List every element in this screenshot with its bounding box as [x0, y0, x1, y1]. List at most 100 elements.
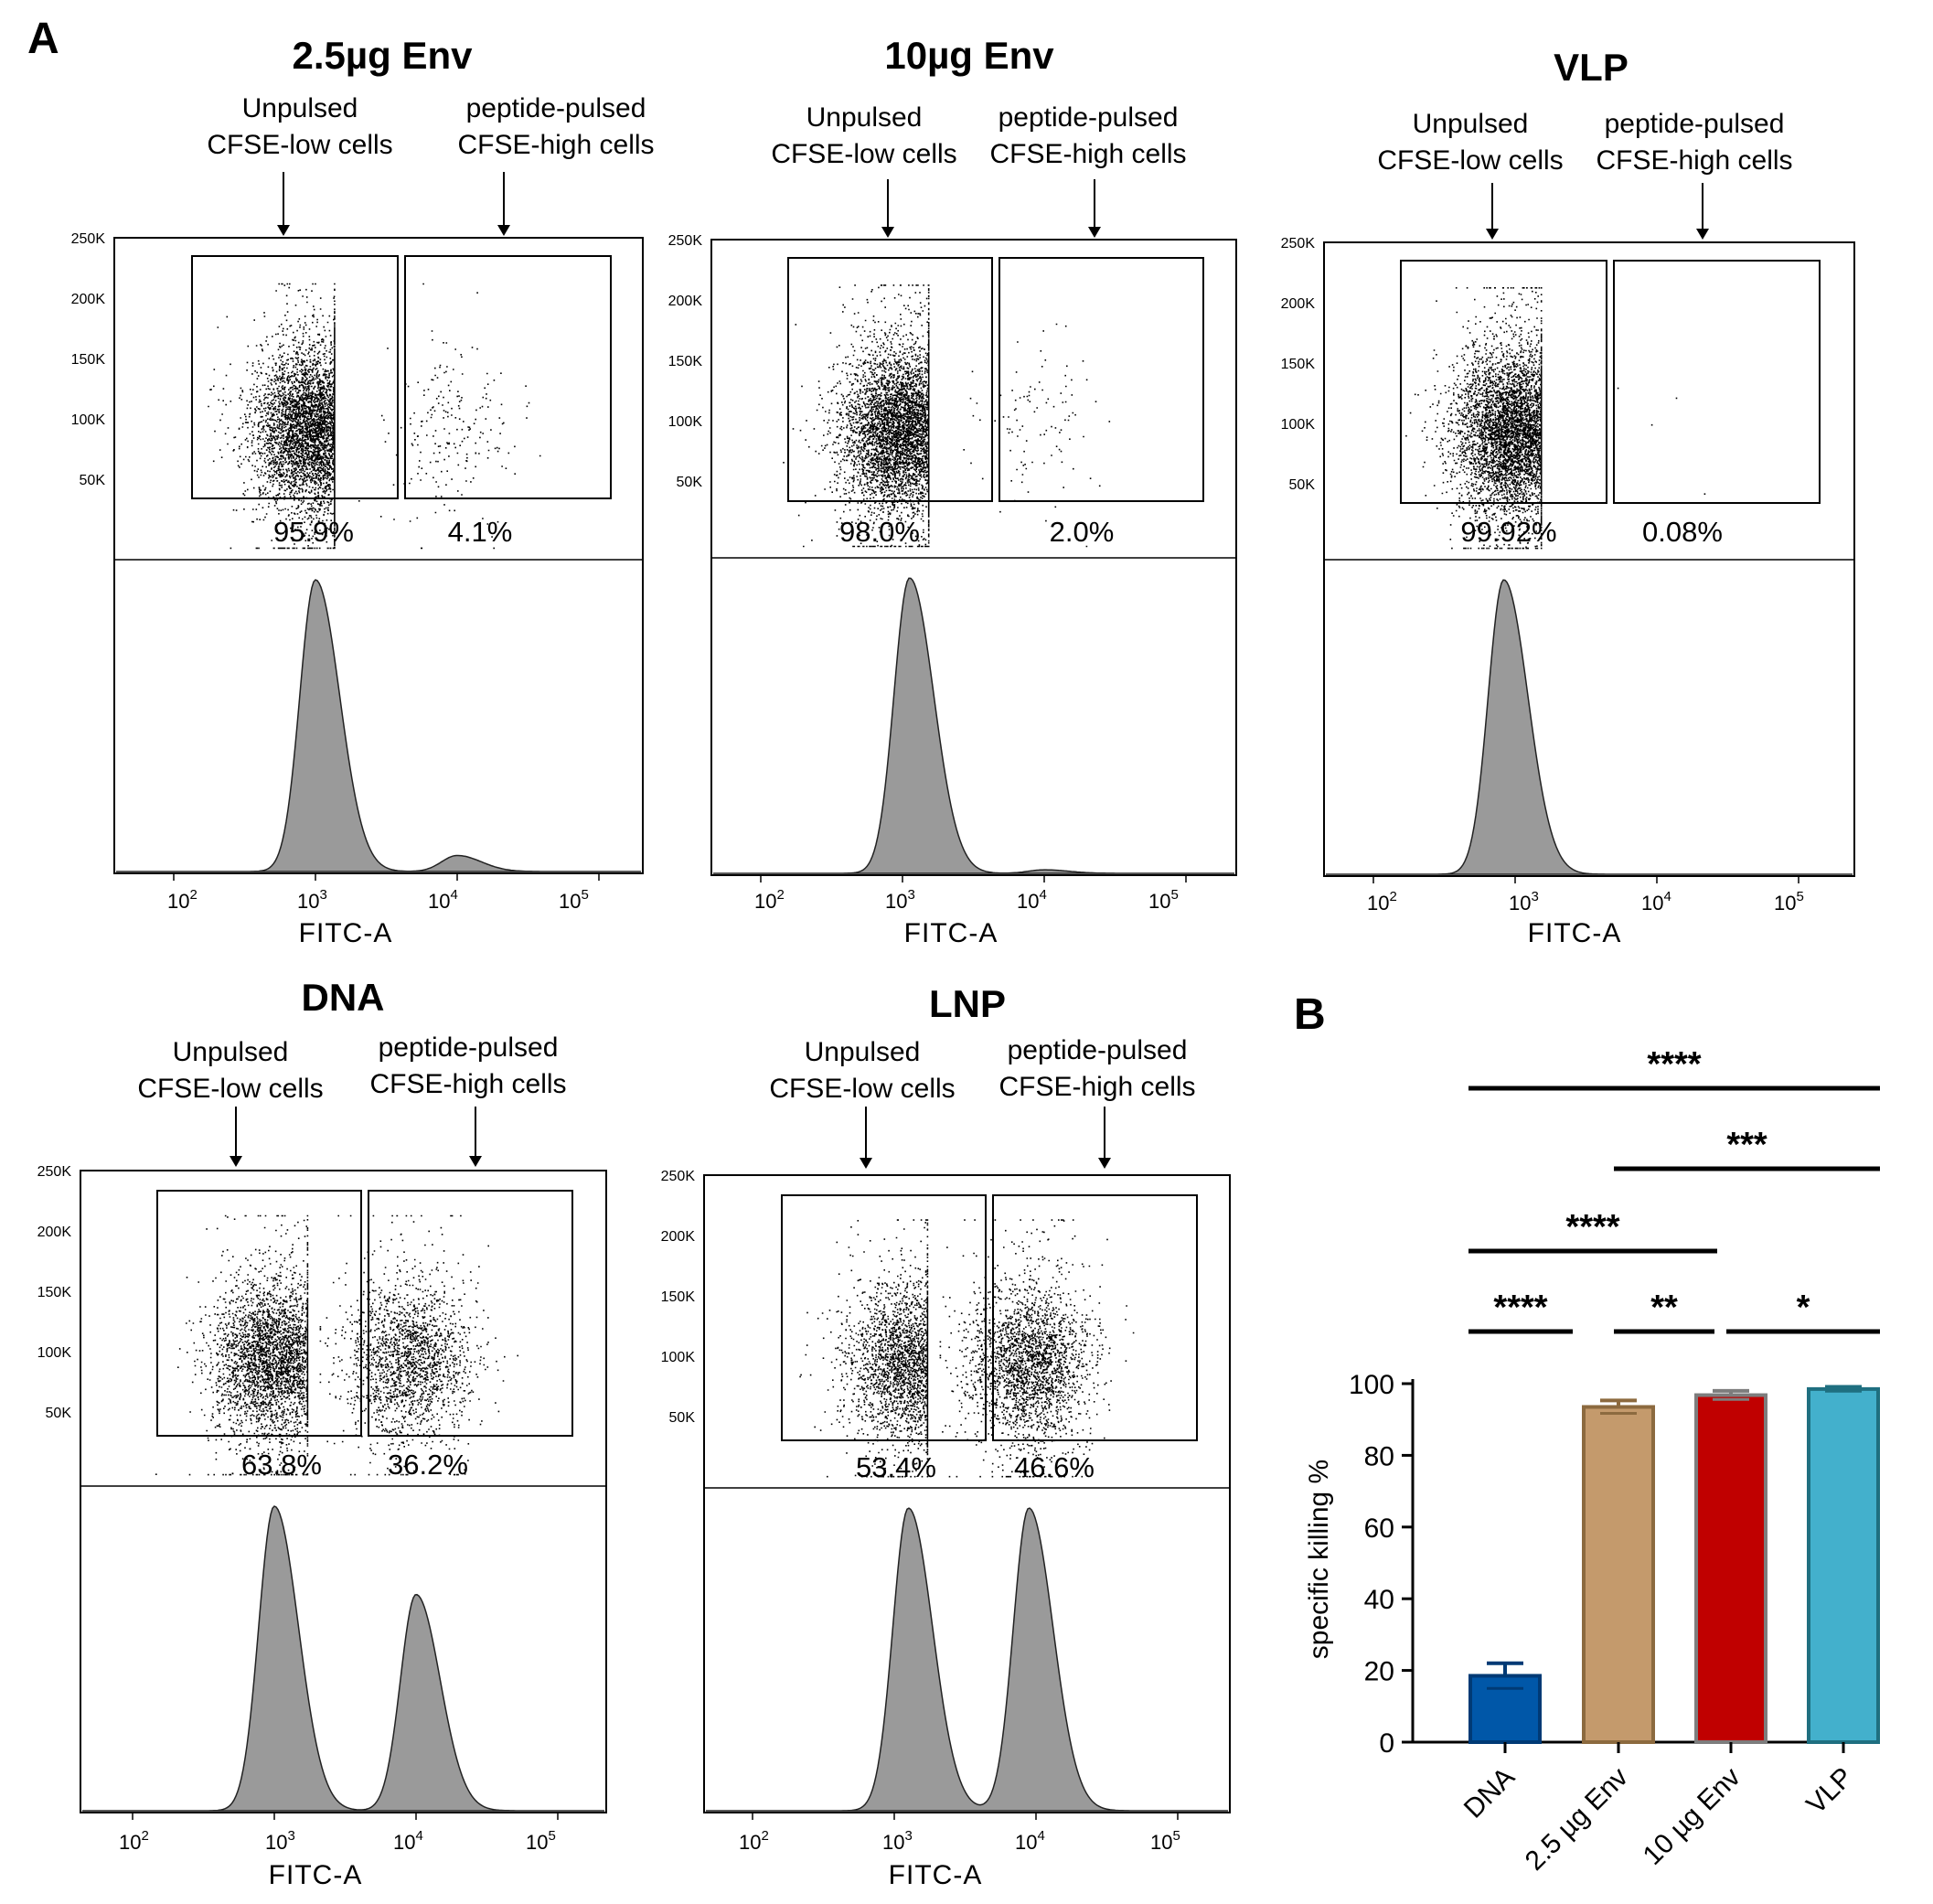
x-axis-label: FITC-A [299, 918, 393, 948]
significance-brackets: *************** ** * [1468, 1045, 1880, 1334]
y-tick-label: 60 [1364, 1514, 1394, 1544]
significance-stars: * [1797, 1289, 1810, 1327]
gate-pulsed [1613, 260, 1821, 504]
y-tick-label: 20 [1364, 1657, 1394, 1687]
y-tick-100k: 100K [1281, 417, 1316, 433]
scatter-dots [799, 1219, 1135, 1478]
y-tick-200k: 200K [37, 1225, 72, 1240]
y-tick-label: 80 [1364, 1441, 1394, 1471]
x-tick-1e5: 105 [1150, 1828, 1180, 1854]
x-axis-label: FITC-A [889, 1860, 983, 1890]
y-tick-250k: 250K [1281, 236, 1316, 251]
y-tick-250k: 250K [661, 1169, 696, 1184]
scatter-dots [155, 1214, 518, 1476]
bar-2 [1694, 1393, 1767, 1744]
y-axis-label: specific killing % [1304, 1460, 1334, 1659]
y-tick-200k: 200K [661, 1229, 696, 1245]
pulsed-label-line2: CFSE-high cells [989, 139, 1186, 169]
scatter-points [799, 1219, 1135, 1478]
pulsed-arrow-head [1098, 1158, 1111, 1169]
pulsed-label-line2: CFSE-high cells [457, 130, 654, 160]
category-label: VLP [1801, 1762, 1859, 1820]
significance-stars: **** [1493, 1289, 1547, 1327]
gate-pulsed-percent: 4.1% [448, 516, 513, 548]
pulsed-label-line2: CFSE-high cells [999, 1072, 1195, 1102]
y-tick-label: 100 [1349, 1370, 1394, 1400]
category-label: DNA [1458, 1762, 1521, 1824]
x-tick-1e2: 102 [119, 1828, 149, 1854]
x-tick-1e2: 102 [1367, 889, 1397, 915]
pulsed-label-line1: peptide-pulsed [1605, 109, 1785, 139]
unpulsed-arrow-head [1486, 229, 1499, 240]
histogram [116, 579, 641, 872]
x-axis-ticks: 102 103 104 105 [167, 887, 589, 913]
panel-title: VLP [1554, 46, 1629, 89]
bar-0 [1468, 1674, 1542, 1744]
pulsed-label-line1: peptide-pulsed [999, 102, 1179, 133]
plot-frame [113, 237, 644, 874]
y-tick-150k: 150K [37, 1285, 72, 1300]
y-tick-100k: 100K [668, 414, 703, 430]
gate-pulsed-percent: 36.2% [388, 1449, 468, 1481]
category-label: 2.5 µg Env [1520, 1762, 1634, 1877]
gate-pulsed [999, 257, 1204, 502]
plot-frame [703, 1174, 1231, 1813]
x-tick-1e4: 104 [1641, 889, 1671, 915]
y-tick-50k: 50K [46, 1406, 72, 1421]
x-tick-1e3: 103 [1509, 889, 1539, 915]
y-tick-250k: 250K [37, 1164, 72, 1180]
unpulsed-label-line1: Unpulsed [242, 93, 358, 123]
y-tick-200k: 200K [71, 292, 106, 307]
x-tick-1e3: 103 [885, 887, 915, 913]
gate-unpulsed [781, 1194, 987, 1441]
unpulsed-label-line2: CFSE-low cells [207, 130, 392, 160]
unpulsed-label-line2: CFSE-low cells [769, 1074, 955, 1104]
x-tick-1e5: 105 [559, 887, 589, 913]
category-label: 10 µg Env [1638, 1762, 1746, 1871]
histogram [713, 577, 1234, 874]
bars [1468, 1385, 1880, 1753]
plot-frame [80, 1170, 607, 1813]
unpulsed-label-line1: Unpulsed [1413, 109, 1529, 139]
x-axis-label: FITC-A [1528, 918, 1622, 948]
significance-stars: ** [1650, 1289, 1678, 1327]
unpulsed-arrow-head [277, 225, 290, 236]
x-axis-ticks: 102 103 104 105 [119, 1828, 556, 1854]
gate-pulsed [404, 255, 612, 499]
unpulsed-label-line1: Unpulsed [805, 1037, 921, 1067]
y-tick-100k: 100K [661, 1350, 696, 1365]
x-axis-ticks: 102 103 104 105 [754, 887, 1179, 913]
scatter-points [155, 1214, 518, 1476]
gate-unpulsed-percent: 53.4% [856, 1451, 936, 1483]
y-tick-250k: 250K [71, 231, 106, 247]
gate-unpulsed-percent: 99.92% [1460, 516, 1556, 548]
flow-panel-2-5ug-env: 2.5µg Env Unpulsed CFSE-low cells peptid… [71, 34, 655, 948]
x-tick-1e2: 102 [754, 887, 785, 913]
gate-unpulsed [787, 257, 993, 502]
x-axis-label: FITC-A [269, 1860, 363, 1890]
y-tick-50k: 50K [669, 1410, 696, 1426]
gate-pulsed [992, 1194, 1198, 1441]
panel-title: 10µg Env [884, 34, 1054, 77]
gate-unpulsed-percent: 95.9% [273, 516, 354, 548]
y-tick-200k: 200K [1281, 296, 1316, 312]
x-tick-1e5: 105 [1148, 887, 1179, 913]
flow-panel-lnp: LNP Unpulsed CFSE-low cells peptide-puls… [661, 982, 1231, 1890]
x-axis-label: FITC-A [904, 918, 999, 948]
histogram [706, 1507, 1228, 1812]
y-tick-50k: 50K [80, 473, 106, 488]
x-tick-1e3: 103 [265, 1828, 295, 1854]
flow-panel-10ug-env: 10µg Env Unpulsed CFSE-low cells peptide… [668, 34, 1237, 948]
pulsed-arrow-head [1088, 227, 1101, 238]
y-tick-250k: 250K [668, 233, 703, 249]
gate-unpulsed [156, 1190, 362, 1437]
scatter-points [783, 284, 1111, 548]
x-tick-1e2: 102 [167, 887, 198, 913]
y-tick-100k: 100K [71, 412, 106, 428]
significance-stars: *** [1726, 1126, 1767, 1164]
y-tick-150k: 150K [668, 354, 703, 369]
x-axis-ticks: 102 103 104 105 [739, 1828, 1180, 1854]
scatter-points [1405, 287, 1706, 550]
pulsed-label-line1: peptide-pulsed [379, 1032, 559, 1063]
